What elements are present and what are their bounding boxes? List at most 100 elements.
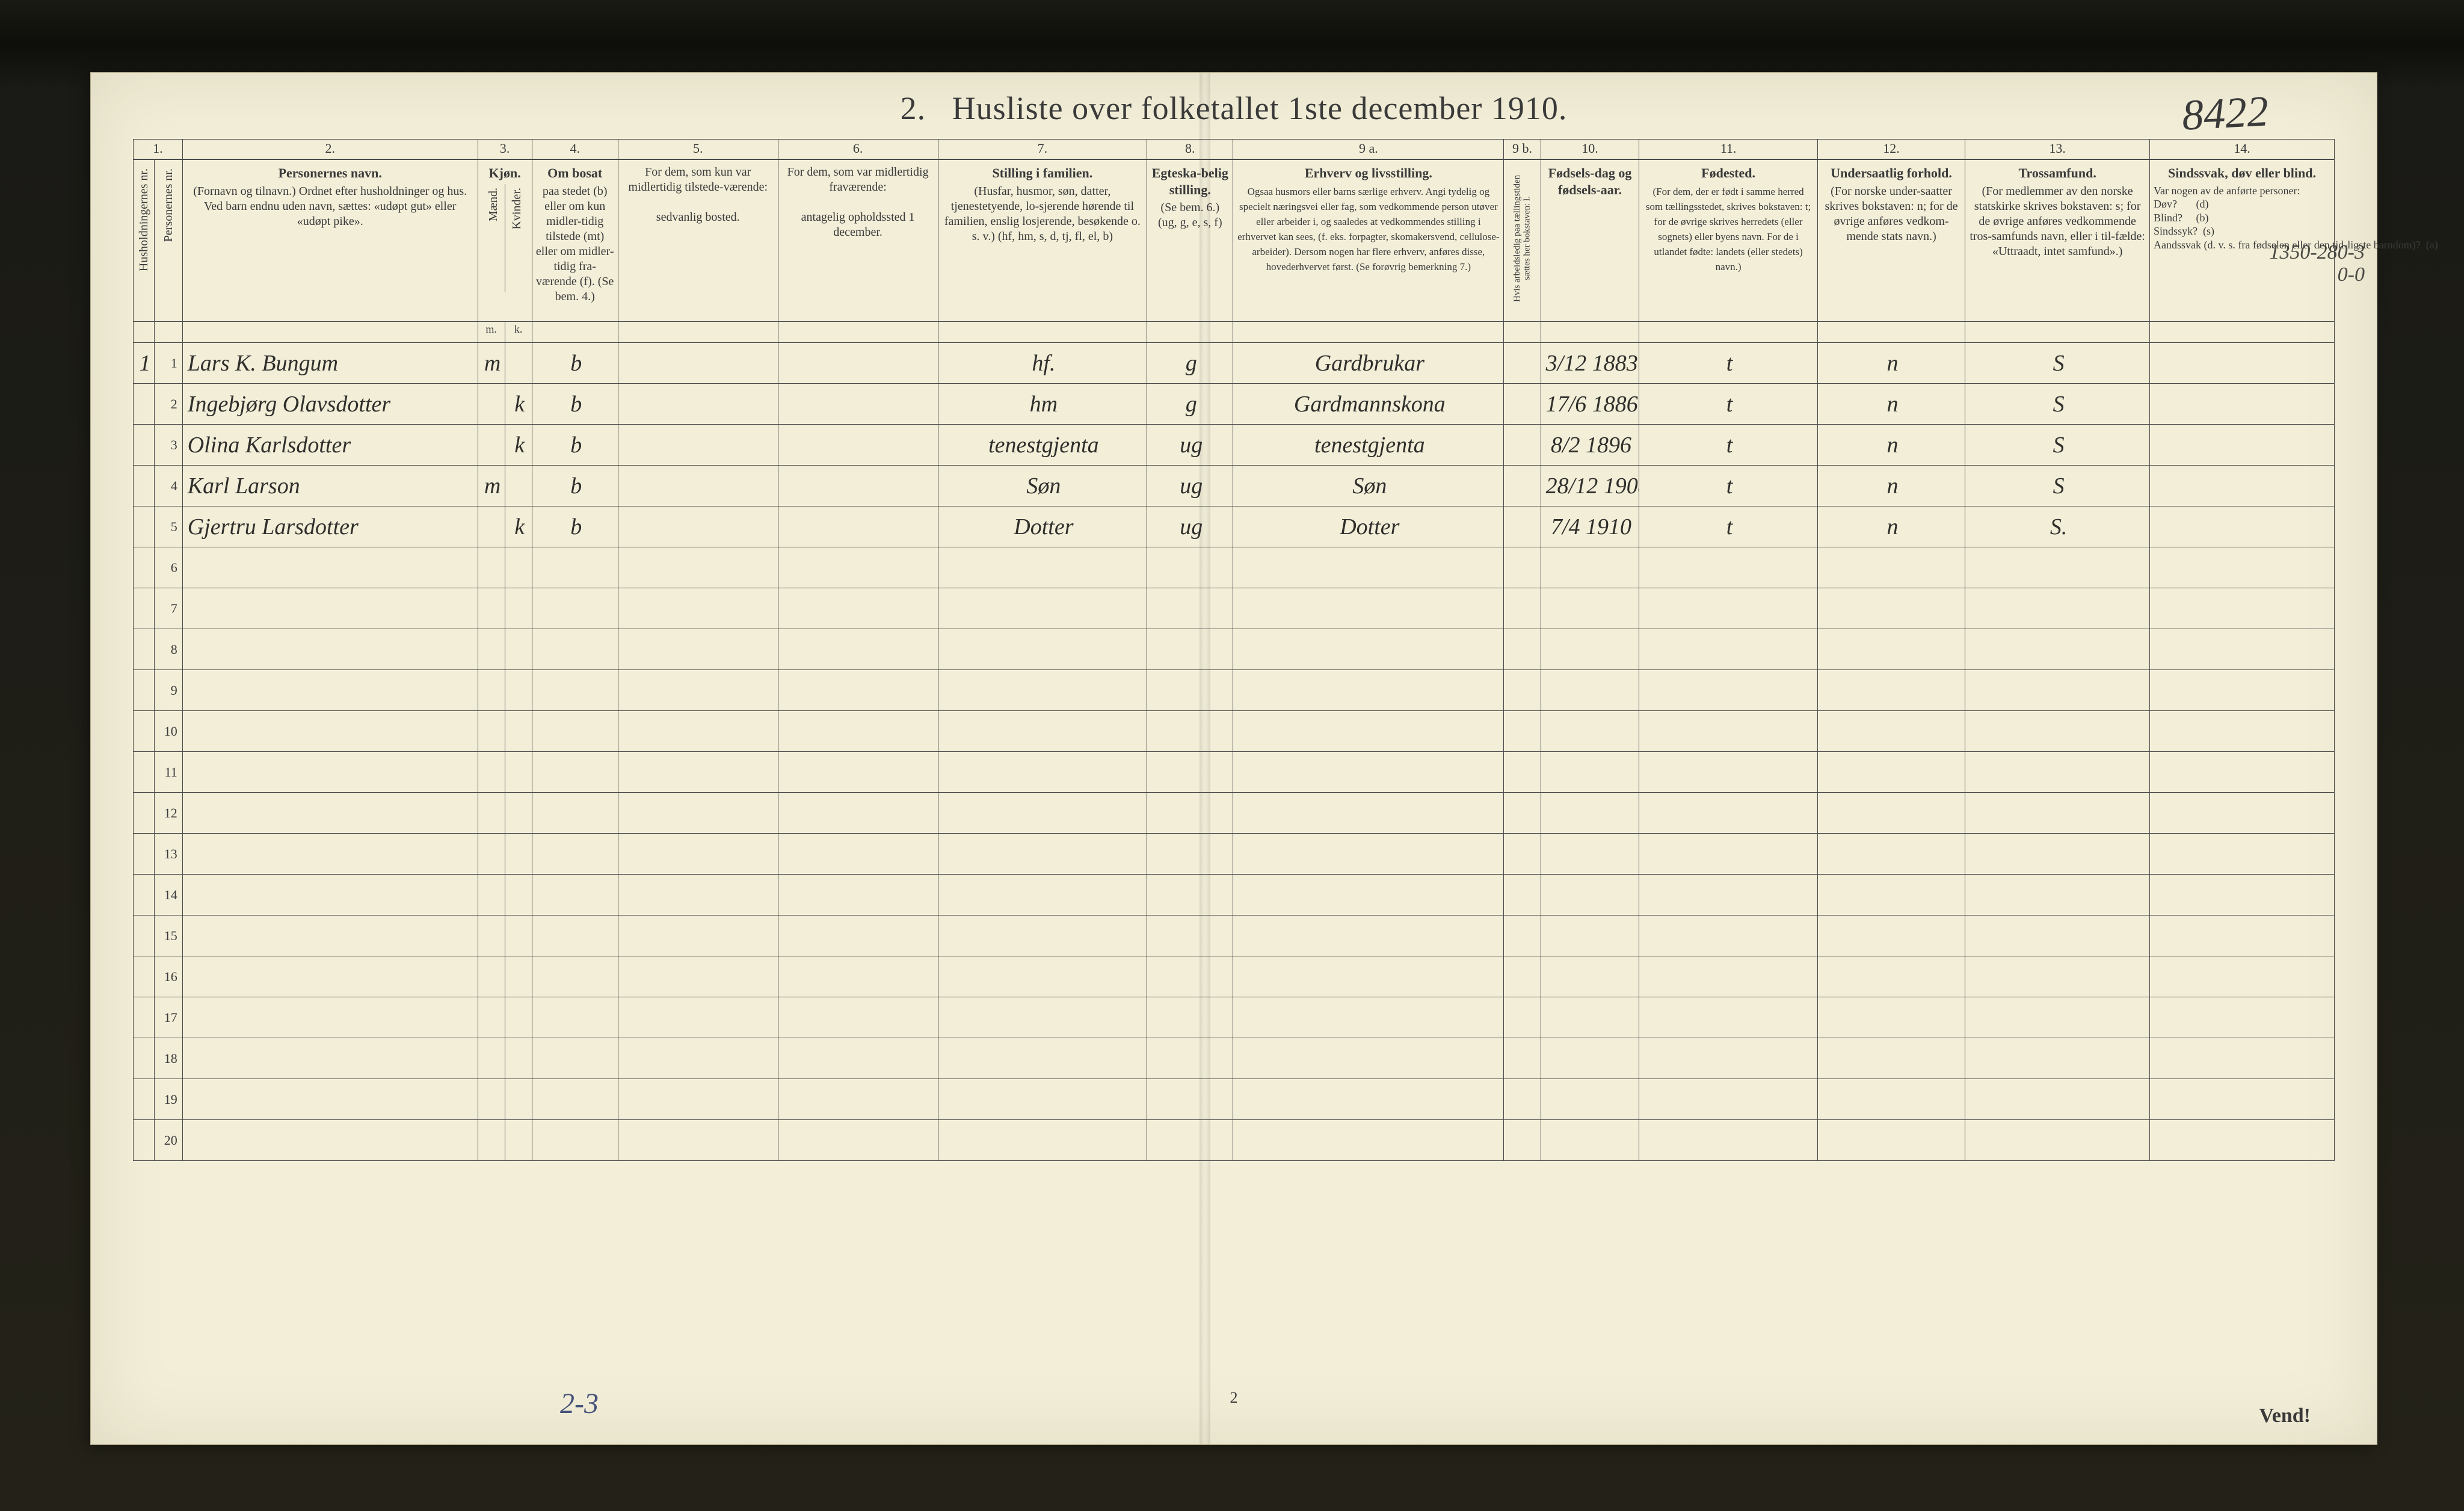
cell-temp-absent (778, 425, 938, 466)
cell-blank (1541, 916, 1639, 956)
cell-blank (1147, 752, 1233, 793)
cell-blank (1639, 956, 1818, 997)
cell-blank (1639, 547, 1818, 588)
cell-blank (1504, 670, 1541, 711)
cell-blank (1147, 711, 1233, 752)
cell-blank (1639, 711, 1818, 752)
col-num-12: 12. (1817, 140, 1965, 160)
cell-blank (2150, 834, 2335, 875)
cell-blank (2150, 956, 2335, 997)
cell-blank (1233, 875, 1504, 916)
census-page: 2. Husliste over folketallet 1ste decemb… (90, 72, 2377, 1445)
cell-blank (778, 670, 938, 711)
cell-blank (2150, 916, 2335, 956)
col-14: Sindssvak, døv eller blind. Var nogen av… (2150, 159, 2335, 322)
col-num-3: 3. (478, 140, 532, 160)
cell-blank (778, 875, 938, 916)
table-row-blank: 20 (134, 1120, 2335, 1161)
cell-blank (2150, 793, 2335, 834)
cell-blank (1965, 629, 2150, 670)
cell-blank (505, 1120, 532, 1161)
col-12-head: Undersaatlig forhold. (1822, 165, 1961, 182)
cell-infirmity (2150, 506, 2335, 547)
cell-religion: S (1965, 384, 2150, 425)
cell-blank (1817, 834, 1965, 875)
col-2-sub: (Fornavn og tilnavn.) Ordnet efter husho… (193, 185, 467, 228)
cell-blank (1233, 711, 1504, 752)
cell-birthdate: 3/12 1883 (1541, 343, 1639, 384)
sub-k: k. (505, 322, 532, 343)
cell-blank (505, 670, 532, 711)
sub-blank-6 (778, 322, 938, 343)
cell-blank (938, 752, 1147, 793)
cell-blank (505, 916, 532, 956)
cell-blank (505, 875, 532, 916)
cell-blank (618, 1120, 778, 1161)
cell-blank (938, 670, 1147, 711)
col-8: Egteska-belig stilling. (Se bem. 6.) (ug… (1147, 159, 1233, 322)
col-num-11: 11. (1639, 140, 1818, 160)
cell-person-nr: 15 (154, 916, 182, 956)
cell-blank (478, 547, 505, 588)
table-row-blank: 14 (134, 875, 2335, 916)
cell-name: Ingebjørg Olavsdotter (182, 384, 478, 425)
cell-blank (1504, 588, 1541, 629)
cell-blank (532, 711, 618, 752)
handwritten-catalog-number: 8422 (2181, 86, 2270, 140)
cell-blank (938, 875, 1147, 916)
cell-blank (1233, 834, 1504, 875)
cell-household-nr (134, 956, 155, 997)
cell-marital: ug (1147, 506, 1233, 547)
cell-blank (938, 1038, 1147, 1079)
cell-blank (1233, 752, 1504, 793)
cell-blank (618, 997, 778, 1038)
col-9b-label: Hvis arbeidsledig paa tællingstiden sætt… (1512, 165, 1532, 312)
cell-nationality: n (1817, 425, 1965, 466)
cell-blank (532, 1079, 618, 1120)
cell-nationality: n (1817, 384, 1965, 425)
cell-blank (505, 793, 532, 834)
cell-blank (478, 1120, 505, 1161)
cell-blank (505, 752, 532, 793)
cell-blank (2150, 1120, 2335, 1161)
cell-birthplace: t (1639, 506, 1818, 547)
col-4-sub: paa stedet (b) eller om kun midler-tidig… (536, 185, 614, 303)
cell-blank (618, 629, 778, 670)
cell-temp-absent (778, 384, 938, 425)
cell-blank (1147, 793, 1233, 834)
cell-blank (1233, 629, 1504, 670)
sub-blank-4 (532, 322, 618, 343)
col-4-head: Om bosat (536, 165, 614, 182)
cell-name: Gjertru Larsdotter (182, 506, 478, 547)
cell-person-nr: 2 (154, 384, 182, 425)
cell-blank (778, 834, 938, 875)
sub-blank-9b (1504, 322, 1541, 343)
cell-religion: S. (1965, 506, 2150, 547)
cell-sex-m: m (478, 466, 505, 506)
col-8-sub: (Se bem. 6.) (ug, g, e, s, f) (1158, 201, 1222, 229)
sub-blank-2 (154, 322, 182, 343)
cell-household-nr (134, 916, 155, 956)
col-6: For dem, som var midlertidig fraværende:… (778, 159, 938, 322)
table-row: 2Ingebjørg OlavsdotterkbhmgGardmannskona… (134, 384, 2335, 425)
cell-unemployed (1504, 425, 1541, 466)
cell-blank (478, 793, 505, 834)
cell-blank (182, 629, 478, 670)
cell-blank (478, 956, 505, 997)
cell-household-nr (134, 834, 155, 875)
cell-person-nr: 14 (154, 875, 182, 916)
cell-blank (1817, 1038, 1965, 1079)
cell-blank (1965, 547, 2150, 588)
cell-blank (938, 997, 1147, 1038)
cell-household-nr (134, 506, 155, 547)
cell-blank (182, 547, 478, 588)
col-12: Undersaatlig forhold. (For norske under-… (1817, 159, 1965, 322)
cell-blank (1147, 916, 1233, 956)
cell-blank (1147, 875, 1233, 916)
cell-family-position: hf. (938, 343, 1147, 384)
cell-blank (2150, 1079, 2335, 1120)
cell-name: Lars K. Bungum (182, 343, 478, 384)
cell-blank (1817, 916, 1965, 956)
cell-blank (182, 997, 478, 1038)
sub-blank-5 (618, 322, 778, 343)
